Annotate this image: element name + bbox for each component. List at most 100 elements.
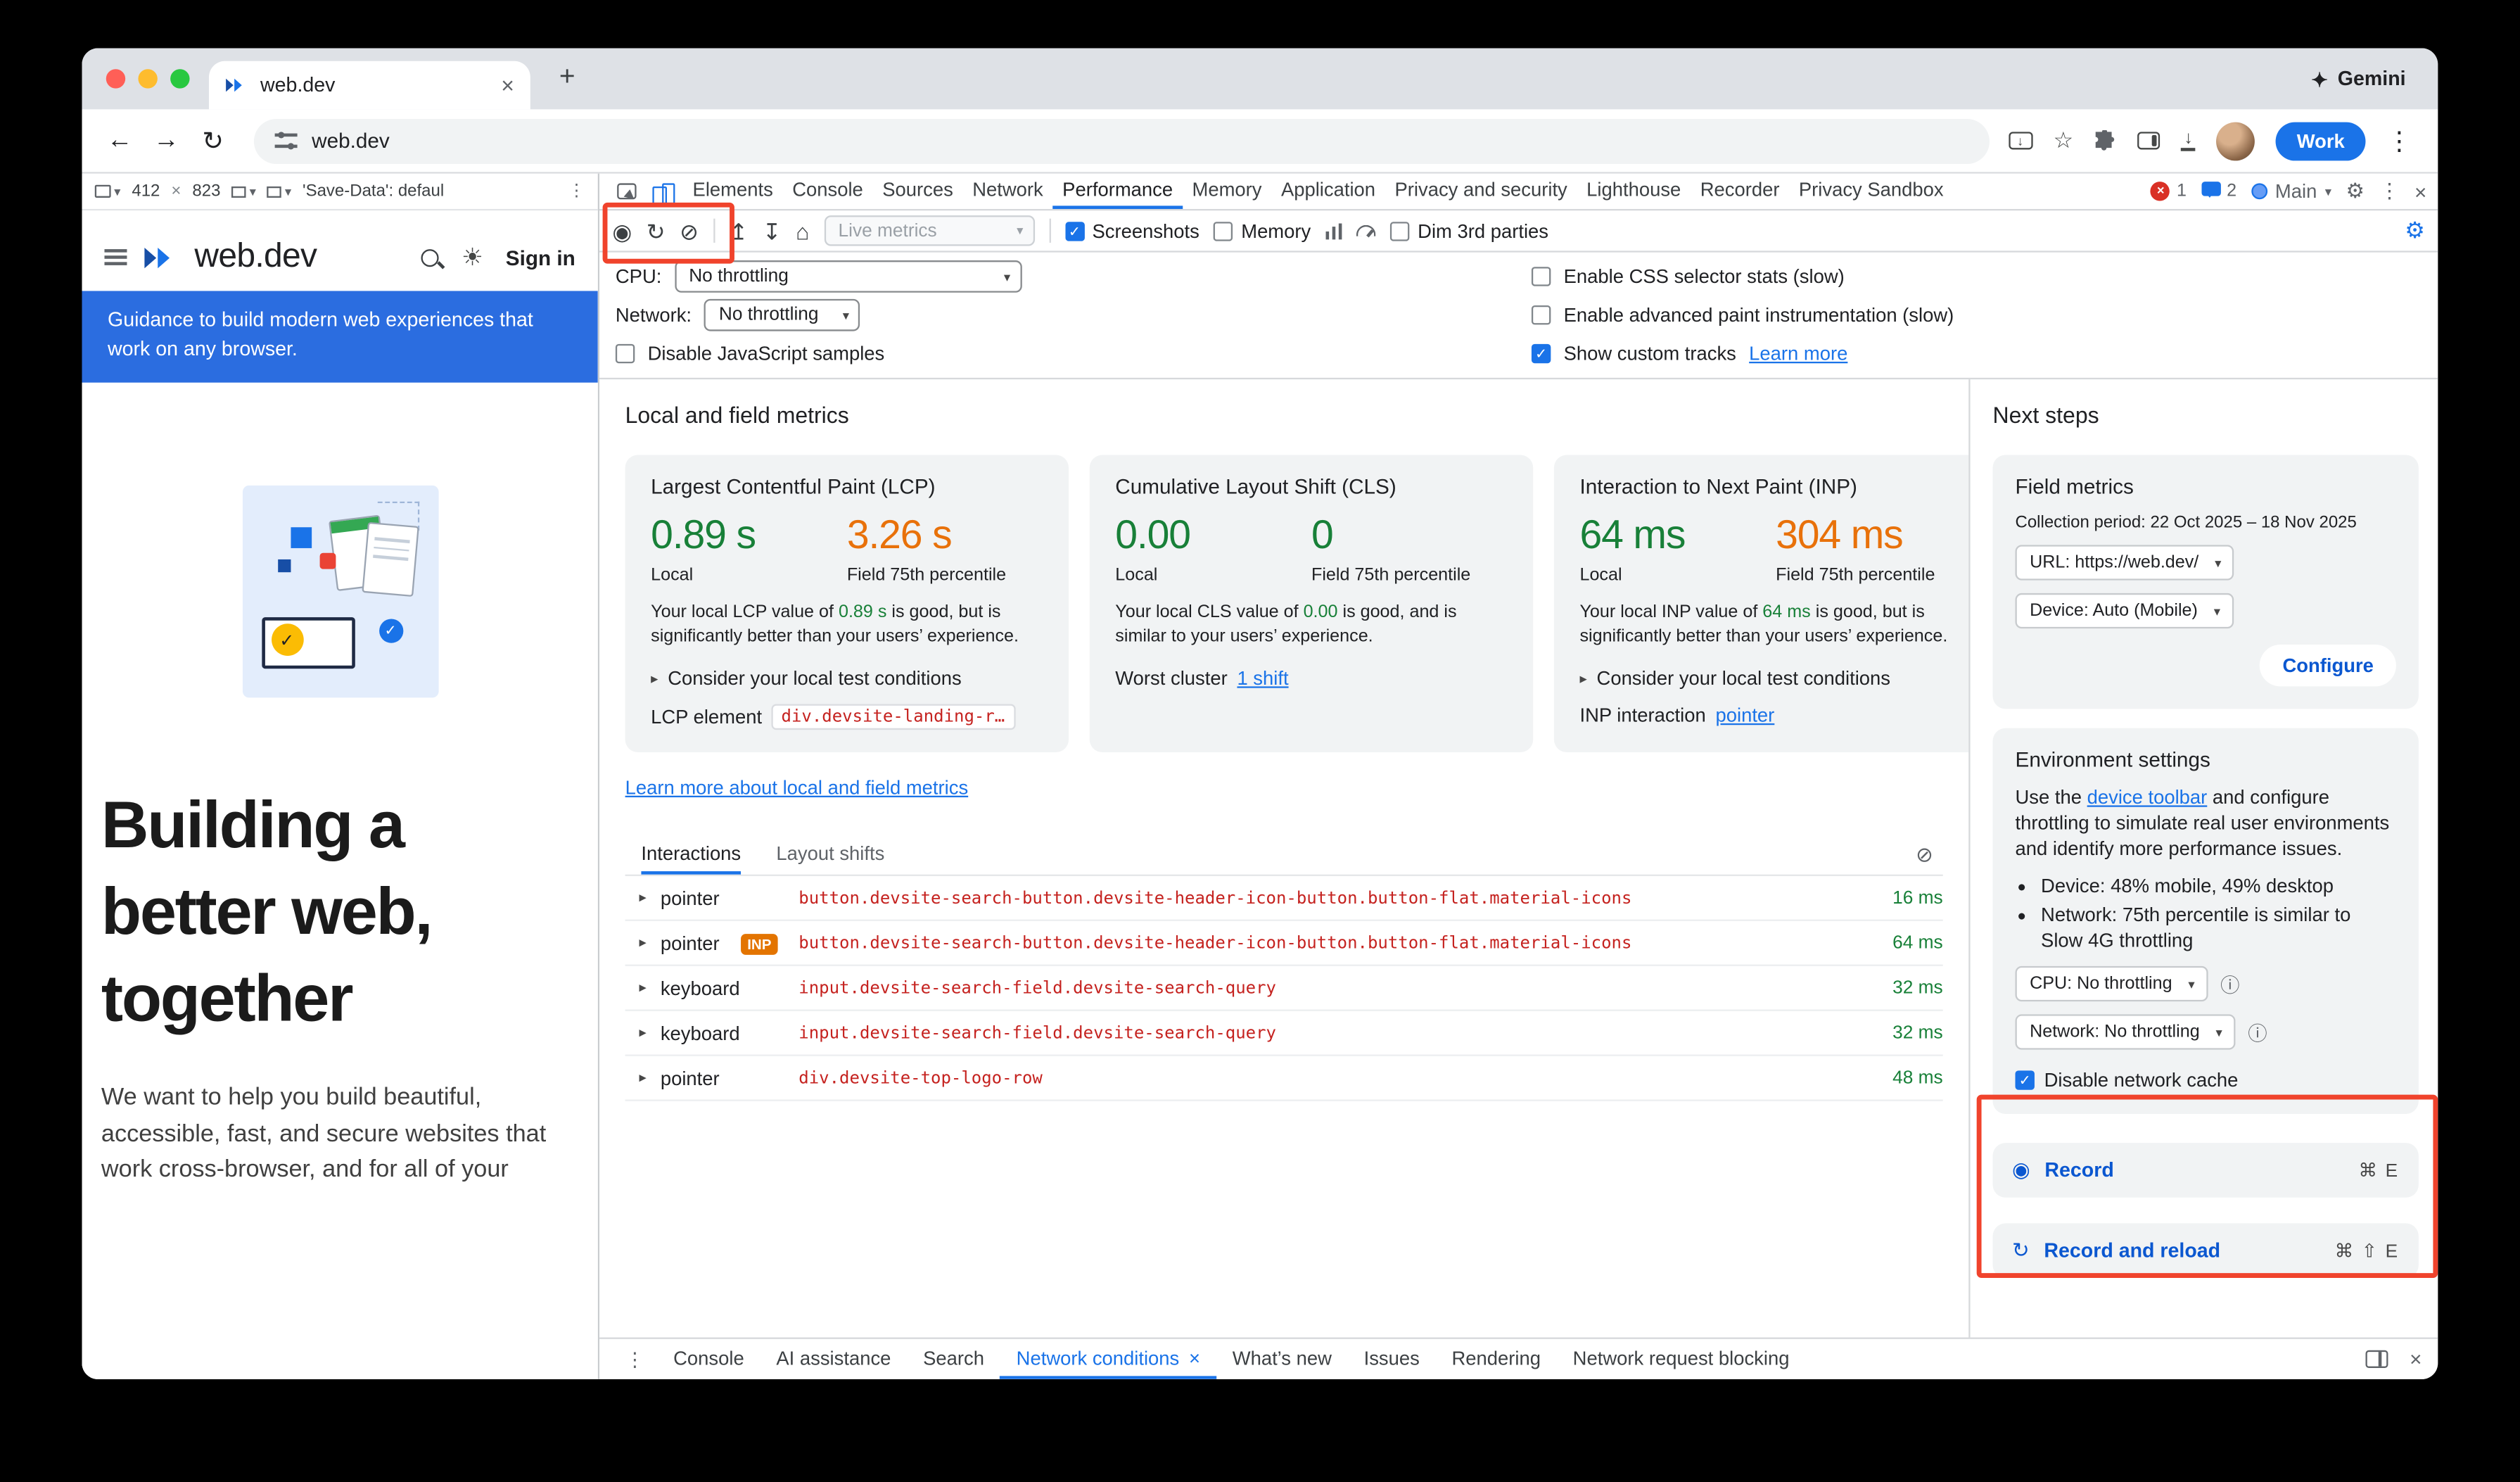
drawer-tab-whats-new[interactable]: What’s new [1232,1346,1332,1369]
search-icon[interactable] [421,248,440,267]
webdev-logo[interactable] [143,245,178,269]
viewport-height-input[interactable]: 823 [192,182,221,201]
expand-arrow-icon[interactable]: ▸ [639,889,647,906]
disable-network-cache-checkbox[interactable]: ✓ [2015,1070,2035,1090]
lcp-element-chip[interactable]: div.devsite-landing-row-ite… [771,704,1017,730]
custom-tracks-learn-more-link[interactable]: Learn more [1749,342,1848,365]
expand-arrow-icon[interactable]: ▸ [639,979,647,995]
tab-recorder[interactable]: Recorder [1700,178,1780,201]
info-icon[interactable]: ⓘ [2248,1021,2267,1044]
dim-3rd-parties-checkbox[interactable] [1390,221,1410,241]
cls-worst-link[interactable]: 1 shift [1237,666,1289,690]
install-icon[interactable] [2008,132,2032,150]
device-toolbar-link[interactable]: device toolbar [2087,786,2208,809]
url-select[interactable]: URL: https://web.dev/ ▾ [2015,545,2234,581]
interaction-row[interactable]: ▸ pointer button.devsite-search-button.d… [625,876,1943,921]
capture-settings-gear-icon[interactable]: ⚙ [2405,217,2426,243]
record-button[interactable]: ◉ [612,217,632,244]
device-select[interactable]: Device: Auto (Mobile) ▾ [2015,593,2234,629]
minimize-window-button[interactable] [138,69,158,89]
memory-checkbox[interactable] [1214,221,1233,241]
maximize-window-button[interactable] [170,69,190,89]
expand-arrow-icon[interactable]: ▸ [639,934,647,951]
expand-arrow-icon[interactable]: ▸ [639,1069,647,1085]
interaction-row[interactable]: ▸ pointer INP button.devsite-search-butt… [625,921,1943,966]
avatar[interactable] [2216,121,2255,160]
tab-performance[interactable]: Performance [1052,174,1183,209]
issues-icon[interactable] [2201,182,2220,201]
close-tab-icon[interactable]: × [1188,1346,1201,1369]
history-dropdown[interactable]: Live metrics ▾ [823,215,1035,246]
info-icon[interactable]: ⓘ [2220,973,2240,996]
device-toolbar-toggle-icon[interactable] [652,182,675,203]
configure-button[interactable]: Configure [2260,645,2396,687]
device-toolbar-more-icon[interactable]: ⋮ [568,182,585,201]
tab-sources[interactable]: Sources [882,178,953,201]
tab-application[interactable]: Application [1280,178,1376,201]
drawer-tab-rendering[interactable]: Rendering [1451,1346,1541,1369]
tab-lighthouse[interactable]: Lighthouse [1586,178,1681,201]
back-button[interactable]: ← [106,126,133,154]
inp-interaction-link[interactable]: pointer [1715,704,1775,727]
interaction-row[interactable]: ▸ pointer div.devsite-top-logo-row 48 ms [625,1056,1943,1101]
dock-icon[interactable] [2366,1350,2389,1368]
site-brand[interactable]: web.dev [194,238,317,275]
record-reload-button-row[interactable]: ↻ Record and reload ⌘ ⇧ E [1992,1223,2419,1279]
downloads-icon[interactable]: ↓ [2181,129,2196,151]
export-profile-icon[interactable]: ↧ [762,217,782,244]
close-devtools-icon[interactable]: × [2414,179,2427,203]
forward-button[interactable]: → [153,126,179,154]
throttling-dropdown[interactable]: ▾ [267,184,291,198]
hamburger-menu-icon[interactable] [104,248,127,267]
tab-layout-shifts[interactable]: Layout shifts [776,841,885,864]
profile-chip[interactable]: Work [2276,121,2366,160]
bookmark-icon[interactable]: ☆ [2053,127,2074,153]
drawer-menu-icon[interactable]: ⋮ [625,1348,645,1371]
site-settings-icon[interactable] [274,132,298,149]
error-icon[interactable]: × [2151,182,2170,201]
side-panel-icon[interactable] [2137,132,2161,150]
interaction-target[interactable]: input.devsite-search-field.devsite-searc… [798,1022,1277,1043]
env-network-select[interactable]: Network: No throttling ▾ [2015,1014,2235,1050]
screenshots-checkbox[interactable]: ✓ [1064,221,1085,241]
metrics-learn-more-link[interactable]: Learn more about local and field metrics [625,776,969,799]
interaction-target[interactable]: button.devsite-search-button.devsite-hea… [798,888,1632,908]
viewport-width-input[interactable]: 412 [132,182,160,201]
paint-instrumentation-checkbox[interactable] [1531,305,1551,325]
drawer-tab-network-request-blocking[interactable]: Network request blocking [1572,1346,1790,1369]
clear-log-icon[interactable]: ⊘ [1916,841,1934,866]
tab-elements[interactable]: Elements [692,178,773,201]
theme-toggle-icon[interactable]: ☀ [462,244,483,272]
close-window-button[interactable] [106,69,126,89]
tab-interactions[interactable]: Interactions [641,835,742,875]
drawer-tab-ai-assistance[interactable]: AI assistance [776,1346,891,1369]
drawer-tab-network-conditions[interactable]: Network conditions × [1000,1339,1216,1379]
settings-gear-icon[interactable]: ⚙ [2346,178,2365,203]
devtools-menu-icon[interactable]: ⋮ [2379,178,2400,203]
env-cpu-select[interactable]: CPU: No throttling ▾ [2015,965,2208,1002]
custom-tracks-checkbox[interactable]: ✓ [1531,343,1551,364]
drawer-tab-console[interactable]: Console [673,1346,744,1369]
dimensions-preset-dropdown[interactable]: ▾ [94,184,120,198]
cpu-throttling-select[interactable]: No throttling ▾ [674,260,1022,293]
extensions-icon[interactable] [2094,129,2117,152]
drawer-tab-search[interactable]: Search [923,1346,984,1369]
tab-console[interactable]: Console [792,178,863,201]
tab-close-icon[interactable]: × [501,72,514,99]
cpu-gauge-icon[interactable] [1356,224,1376,236]
close-drawer-icon[interactable]: × [2410,1347,2422,1372]
disable-js-samples-checkbox[interactable] [615,343,635,364]
inp-test-conditions-expander[interactable]: ▸ Consider your local test conditions [1579,667,1968,690]
browser-tab[interactable]: web.dev × [208,61,530,110]
reload-button[interactable]: ↻ [202,127,224,156]
record-button-row[interactable]: ◉ Record ⌘ E [1992,1143,2419,1198]
new-tab-button[interactable]: + [559,61,575,92]
tab-privacy-sandbox[interactable]: Privacy Sandbox [1798,178,1944,201]
interaction-target[interactable]: div.devsite-top-logo-row [798,1068,1043,1088]
inspect-icon[interactable] [617,183,637,200]
network-activity-icon[interactable] [1325,222,1342,239]
network-throttling-select[interactable]: No throttling ▾ [704,298,860,331]
interaction-target[interactable]: input.devsite-search-field.devsite-searc… [798,977,1277,998]
clear-button[interactable]: ⊘ [680,217,699,244]
tab-privacy-security[interactable]: Privacy and security [1394,178,1567,201]
